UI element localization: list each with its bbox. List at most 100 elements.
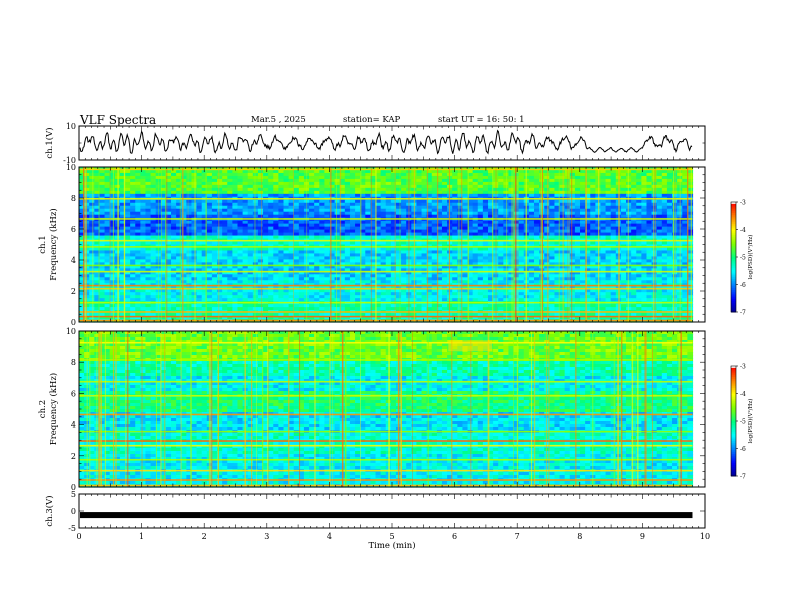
x-tick-label: 6	[452, 532, 457, 541]
x-tick-label: 9	[640, 532, 645, 541]
ch1-spectrogram-sferic-48	[370, 167, 372, 322]
ch2-spectrogram-band-line-1	[79, 359, 693, 361]
ch2-spectrogram-sferic-24	[678, 331, 680, 487]
ch2-spectrogram-sferic-36	[262, 331, 264, 487]
ch1-spectrogram-sferic-16	[492, 167, 494, 322]
ch3-signal-line	[80, 512, 693, 519]
ch2-spectrogram-sferic-23	[644, 331, 646, 487]
ch2-spectrogram-sferic-43	[104, 331, 107, 487]
ch2-spectrogram-sferic-40	[100, 331, 102, 487]
x-tick-label: 7	[515, 532, 520, 541]
ch1-spectrogram-sferic-47	[540, 167, 541, 322]
ch1-spectrogram-colorbar-tick-label: -5	[740, 255, 746, 262]
ch1-spectrogram-sferic-45	[458, 167, 460, 322]
ch1-spectrogram-sferic-53	[161, 167, 162, 322]
ch1-spectrogram-sferic-9	[109, 167, 111, 322]
ch1-spectrogram-band-line-11	[79, 315, 693, 318]
ch1-spectrogram-sferic-32	[495, 167, 497, 322]
ch3-ytick-label: -5	[68, 524, 76, 533]
ch2-spectrogram-sferic-15	[115, 331, 117, 487]
ch1-spectrogram-band-line-0	[79, 168, 693, 171]
x-tick-label: 3	[264, 532, 269, 541]
ch2-spectrogram-sferic-51	[251, 331, 253, 487]
ch1-spectrogram-colorbar-label: log(PSD)(V²/Hz)	[747, 235, 754, 280]
ch1-spectrogram-sferic-14	[336, 167, 338, 322]
ch2-spectrogram-sferic-28	[256, 331, 257, 487]
x-tick-label: 1	[139, 532, 144, 541]
ch1-spectrogram-sferic-59	[330, 167, 332, 322]
ch2-spectrogram-colorbar	[731, 366, 736, 477]
ch1-spectrogram-sferic-42	[540, 167, 543, 322]
ch1-spectrogram-channel-label: ch.1	[38, 235, 48, 253]
ch1-wave-frame	[78, 125, 706, 161]
ch2-spectrogram-sferic-14	[645, 331, 647, 487]
ch2-spectrogram-sferic-66	[329, 331, 331, 487]
ch2-spectrogram-ytick-label: 4	[71, 421, 76, 430]
ch2-spectrogram-band-line-8	[79, 458, 693, 461]
ch2-spectrogram-sferic-57	[288, 331, 290, 487]
ch2-spectrogram-sferic-38	[680, 331, 682, 487]
ch2-spectrogram-ytick-label: 2	[71, 452, 76, 461]
ch2-spectrogram-sferic-55	[98, 331, 100, 487]
ch2-spectrogram-sferic-35	[190, 331, 192, 487]
ch2-spectrogram-sferic-6	[470, 331, 472, 487]
ch2-spectrogram-sferic-48	[209, 331, 211, 487]
ch2-spectrogram-sferic-44	[125, 331, 127, 487]
ch1-spectrogram-sferic-46	[205, 167, 207, 322]
ch1-spectrogram-sferic-7	[158, 167, 160, 322]
ch1-wave-ytick-label: -10	[63, 156, 76, 165]
ch2-spectrogram-sferic-59	[388, 331, 390, 487]
ch2-spectrogram-emission-patch	[448, 340, 493, 352]
ch1-spectrogram-sferic-1	[653, 167, 654, 322]
ch1-spectrogram-sferic-24	[672, 167, 674, 322]
ch1-spectrogram-sferic-15	[254, 167, 256, 322]
ch1-spectrogram-sferic-3	[306, 167, 308, 322]
ch2-spectrogram-band-line-3	[79, 394, 693, 397]
ch1-spectrogram-band-line-3	[79, 239, 693, 242]
ch2-spectrogram-sferic-7	[314, 331, 316, 487]
ch2-spectrogram-ylabel: Frequency (kHz)	[48, 373, 59, 445]
ch1-spectrogram-colorbar-tick-label: -6	[740, 282, 746, 289]
ch2-spectrogram-sferic-13	[427, 331, 429, 487]
figure-title: VLF Spectra	[80, 113, 157, 127]
ch1-spectrogram-ytick-label: 6	[71, 225, 76, 234]
ch1-spectrogram-sferic-18	[123, 167, 126, 322]
ch2-spectrogram-ytick-label: 8	[71, 358, 76, 367]
ch1-spectrogram-sferic-51	[461, 167, 463, 322]
ch2-spectrogram-sferic-5	[211, 331, 213, 487]
ch2-spectrogram-sferic-3	[332, 331, 333, 487]
ch1-spectrogram-ytick-label: 4	[71, 256, 76, 265]
ch2-spectrogram-sferic-33	[127, 331, 129, 487]
ch2-spectrogram-band-line-0	[79, 341, 693, 344]
ch1-spectrogram-ytick-label: 0	[71, 318, 76, 327]
ch2-spectrogram-sferic-53	[156, 331, 157, 487]
ch1-spectrogram-band-line-10	[79, 311, 693, 313]
ch1-spectrogram-band-line-4	[79, 246, 693, 248]
ch1-spectrogram-sferic-34	[585, 167, 587, 322]
ch2-spectrogram-sferic-0	[631, 331, 634, 487]
ch1-spectrogram-sferic-17	[568, 167, 570, 322]
ch2-spectrogram-band-line-10	[79, 479, 693, 481]
ch1-spectrogram-sferic-40	[92, 167, 94, 322]
ch1-spectrogram-sferic-49	[85, 167, 87, 322]
ch1-spectrogram-sferic-28	[399, 167, 401, 322]
ch1-spectrogram-sferic-19	[179, 167, 182, 322]
ch3-ylabel: ch.3(V)	[44, 495, 55, 526]
ch2-spectrogram-heatmap-image	[79, 331, 694, 488]
ch1-spectrogram-sferic-44	[413, 167, 415, 322]
ch2-spectrogram-sferic-62	[411, 331, 413, 487]
x-tick-label: 8	[577, 532, 582, 541]
x-tick-label: 4	[327, 532, 332, 541]
ch1-spectrogram-sferic-21	[84, 167, 87, 322]
station-label: station= KAP	[343, 115, 401, 125]
ch1-spectrogram-sferic-37	[558, 167, 560, 322]
ch1-spectrogram-sferic-50	[654, 167, 656, 322]
ch2-spectrogram-sferic-31	[400, 331, 402, 487]
ch2-spectrogram-colorbar-tick-label: -3	[740, 364, 746, 371]
ch1-spectrogram-band-line-7	[79, 284, 693, 287]
ch1-spectrogram-sferic-6	[679, 167, 681, 322]
ch2-spectrogram-sferic-20	[548, 331, 550, 487]
ch1-waveform-ylabel: ch.1(V)	[44, 127, 55, 158]
ch1-spectrogram-band-line-6	[79, 270, 693, 273]
